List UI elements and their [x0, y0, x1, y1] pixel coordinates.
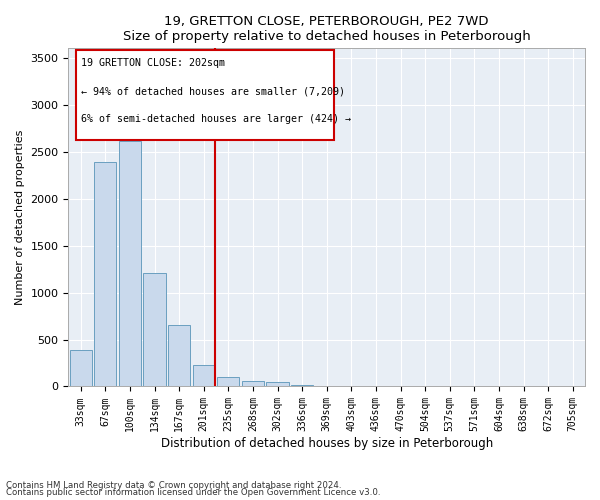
Bar: [70, 350, 92, 387]
Bar: [193, 365, 215, 386]
Y-axis label: Number of detached properties: Number of detached properties: [15, 130, 25, 305]
Bar: [94, 162, 116, 386]
X-axis label: Distribution of detached houses by size in Peterborough: Distribution of detached houses by size …: [161, 437, 493, 450]
Title: 19, GRETTON CLOSE, PETERBOROUGH, PE2 7WD
Size of property relative to detached h: 19, GRETTON CLOSE, PETERBOROUGH, PE2 7WD…: [123, 15, 530, 43]
Bar: [143, 273, 166, 386]
Text: 6% of semi-detached houses are larger (424) →: 6% of semi-detached houses are larger (4…: [82, 114, 352, 124]
Bar: [242, 381, 264, 386]
Text: Contains public sector information licensed under the Open Government Licence v3: Contains public sector information licen…: [6, 488, 380, 497]
Text: 19 GRETTON CLOSE: 202sqm: 19 GRETTON CLOSE: 202sqm: [82, 58, 226, 68]
Text: Contains HM Land Registry data © Crown copyright and database right 2024.: Contains HM Land Registry data © Crown c…: [6, 480, 341, 490]
Text: ← 94% of detached houses are smaller (7,209): ← 94% of detached houses are smaller (7,…: [82, 86, 346, 97]
Bar: [119, 142, 141, 386]
Bar: [266, 382, 289, 386]
FancyBboxPatch shape: [76, 50, 334, 140]
Bar: [168, 326, 190, 386]
Bar: [217, 377, 239, 386]
Bar: [291, 384, 313, 386]
